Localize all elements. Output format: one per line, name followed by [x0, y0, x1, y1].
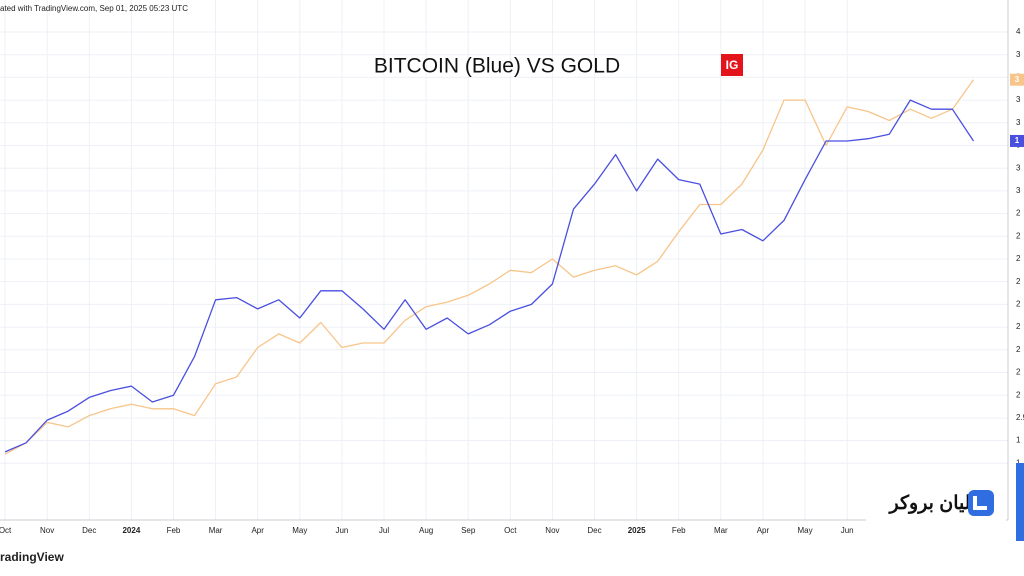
x-tick-label: Aug	[419, 526, 433, 535]
y-tick-label: 1	[1016, 458, 1021, 467]
x-tick-label: May	[797, 526, 812, 535]
series-line	[4, 79, 975, 455]
price-box	[1010, 134, 1024, 147]
y-tick-label: 3	[1016, 186, 1021, 195]
y-tick-label: 2.99	[1016, 413, 1024, 422]
footer-brand: radingView	[0, 550, 64, 564]
badge: IG	[726, 58, 739, 72]
credit: ated with TradingView.com, Sep 01, 2025 …	[0, 4, 188, 13]
chart-title: BITCOIN (Blue) VS GOLD	[374, 55, 620, 78]
y-tick-label: 2	[1016, 345, 1021, 354]
price-label: 3	[1015, 75, 1020, 84]
x-tick-label: 2025	[628, 526, 646, 535]
price-box	[1010, 73, 1024, 86]
x-tick-label: 2024	[122, 526, 140, 535]
x-tick-label: Mar	[209, 526, 223, 535]
y-tick-label: 2	[1016, 322, 1021, 331]
x-tick-label: Oct	[504, 526, 517, 535]
side-strip	[1016, 463, 1024, 541]
axis: 112.9922222222233333334OctNovDec2024FebM…	[0, 27, 1024, 535]
y-tick-label: 2	[1016, 231, 1021, 240]
y-tick-label: 2	[1016, 277, 1021, 286]
y-tick-label: 2	[1016, 390, 1021, 399]
x-tick-label: Oct	[0, 526, 12, 535]
y-tick-label: 2	[1016, 254, 1021, 263]
x-tick-label: Apr	[251, 526, 264, 535]
y-tick-label: 2	[1016, 299, 1021, 308]
x-tick-label: Jun	[841, 526, 854, 535]
x-tick-label: May	[292, 526, 307, 535]
x-tick-label: Feb	[167, 526, 181, 535]
watermark-icon	[968, 490, 994, 516]
y-tick-label: 3	[1016, 118, 1021, 127]
x-tick-label: Apr	[757, 526, 770, 535]
plot	[4, 79, 975, 455]
x-tick-label: Nov	[545, 526, 559, 535]
y-tick-label: 2	[1016, 209, 1021, 218]
x-tick-label: Jun	[335, 526, 348, 535]
grid	[0, 0, 1008, 520]
y-tick-label: 4	[1016, 27, 1021, 36]
x-tick-label: Feb	[672, 526, 686, 535]
y-tick-label: 2	[1016, 368, 1021, 377]
y-tick-label: 3	[1016, 50, 1021, 59]
x-tick-label: Jul	[379, 526, 389, 535]
y-tick-label: 1	[1016, 436, 1021, 445]
y-tick-label: 3	[1016, 95, 1021, 104]
watermark: لیان بروکر	[887, 493, 970, 514]
x-tick-label: Sep	[461, 526, 476, 535]
series-line	[4, 99, 975, 453]
x-tick-label: Dec	[587, 526, 601, 535]
y-tick-label: 3	[1016, 163, 1021, 172]
watermark-icon-mark	[973, 496, 987, 510]
x-tick-label: Dec	[82, 526, 96, 535]
x-tick-label: Nov	[40, 526, 54, 535]
badge-box	[721, 54, 743, 76]
x-tick-label: Mar	[714, 526, 728, 535]
price-label: 1	[1015, 136, 1020, 145]
